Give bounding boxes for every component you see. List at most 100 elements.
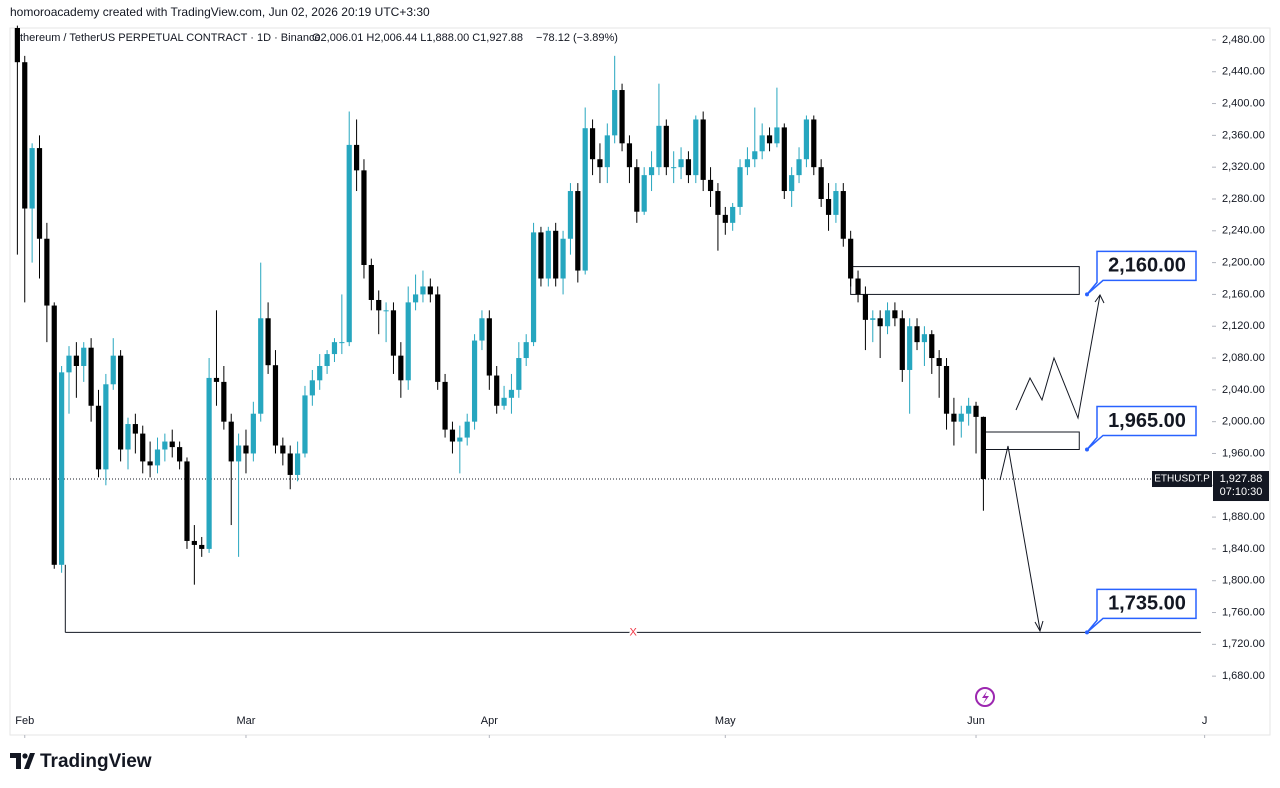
candle-body [678, 159, 684, 168]
candle-body [331, 342, 338, 355]
x-tick-label: Feb [15, 715, 34, 727]
annotation-box [1086, 588, 1197, 633]
candle-body [51, 305, 57, 565]
candle-body [560, 238, 566, 279]
candle-body [884, 310, 891, 327]
candle-body [213, 377, 220, 382]
candle-body [420, 286, 426, 295]
candle-body [162, 441, 168, 450]
annotation-label: 2,160.00 [1108, 255, 1186, 277]
candle-body [870, 318, 876, 320]
credit: homoroacademy created with TradingView.c… [10, 5, 430, 19]
candle-body [796, 159, 802, 176]
candle-body [737, 167, 743, 207]
y-tick-label: 2,400.00 [1222, 97, 1265, 109]
candle-body [545, 230, 551, 279]
candle-body [471, 340, 478, 422]
candle-body [877, 318, 883, 327]
candle-body [943, 365, 950, 414]
candle-body [862, 294, 869, 320]
candle-body [766, 135, 773, 144]
y-tick-label: 1,800.00 [1222, 575, 1265, 587]
candle-body [685, 159, 692, 176]
logo-mark [10, 753, 35, 769]
candle-body [36, 148, 43, 239]
candle-body [752, 151, 758, 160]
y-tick-label: 1,760.00 [1222, 606, 1265, 618]
candle-body [457, 437, 463, 442]
candle-body [486, 318, 492, 376]
candle-body [774, 127, 780, 144]
candle-body [14, 28, 20, 63]
candle-body [958, 413, 964, 422]
candle-body [833, 191, 839, 215]
candle-body [538, 232, 544, 279]
annotation-label: 1,965.00 [1108, 410, 1186, 432]
candle-body [147, 461, 153, 466]
y-tick-label: 2,440.00 [1222, 66, 1265, 78]
annotation-box [1086, 405, 1197, 451]
y-tick-label: 2,120.00 [1222, 320, 1265, 332]
candle-body [582, 128, 588, 271]
candle-body [619, 90, 625, 144]
candle-body [125, 424, 131, 450]
candle-body [309, 380, 315, 396]
candle-body [671, 167, 677, 169]
candle-body [914, 326, 920, 343]
y-tick-label: 2,000.00 [1222, 416, 1265, 428]
candle-body [811, 119, 817, 168]
candle-body [243, 445, 249, 454]
candle-body [66, 355, 72, 373]
candle-body [199, 544, 205, 549]
candle-body [929, 334, 935, 359]
candle-body [103, 384, 109, 470]
candle-body [899, 318, 905, 370]
candle-body [634, 167, 640, 212]
candle-body [88, 347, 94, 406]
candle-body [442, 381, 448, 430]
y-tick-label: 2,240.00 [1222, 225, 1265, 237]
candle-body [361, 170, 367, 265]
candle-body [612, 90, 618, 136]
candle-body [907, 326, 913, 370]
y-tick-label: 1,960.00 [1222, 447, 1265, 459]
logo: TradingView [10, 751, 152, 772]
candle-body [464, 421, 470, 438]
candle-body [656, 125, 662, 168]
candle-body [523, 342, 529, 359]
candle-body [59, 372, 65, 565]
arrow-head [1094, 294, 1105, 304]
candle-body [110, 355, 116, 385]
symbol-tag [1152, 471, 1212, 488]
candle-body [693, 119, 699, 176]
candle-body [258, 318, 264, 414]
event-icon[interactable] [975, 687, 995, 707]
y-tick-label: 2,080.00 [1222, 352, 1265, 364]
logo-dot [22, 753, 28, 759]
candle-body [29, 148, 35, 209]
candle-body [722, 214, 728, 223]
candle-body [265, 318, 271, 366]
candle-body [641, 175, 647, 212]
candle-body [508, 389, 515, 398]
event-bolt [982, 691, 989, 704]
legend-ohlc: O2,006.01 H2,006.44 L1,888.00 C1,927.88 [312, 32, 523, 44]
candle-body [980, 416, 986, 480]
candle-body [936, 358, 942, 366]
candle-body [825, 198, 832, 215]
candle-body [575, 191, 581, 271]
candle-body [855, 278, 861, 295]
candle-body [280, 445, 286, 454]
candle-body [272, 365, 279, 446]
y-tick-label: 2,040.00 [1222, 384, 1265, 396]
y-tick-label: 1,880.00 [1222, 511, 1265, 523]
plot-frame [9, 27, 1271, 736]
level-label: X [629, 626, 637, 638]
candle-body [759, 135, 765, 152]
annotation-label: 1,735.00 [1108, 593, 1186, 615]
candle-body [339, 342, 345, 344]
candle-body [707, 179, 714, 192]
candle-body [516, 358, 522, 390]
